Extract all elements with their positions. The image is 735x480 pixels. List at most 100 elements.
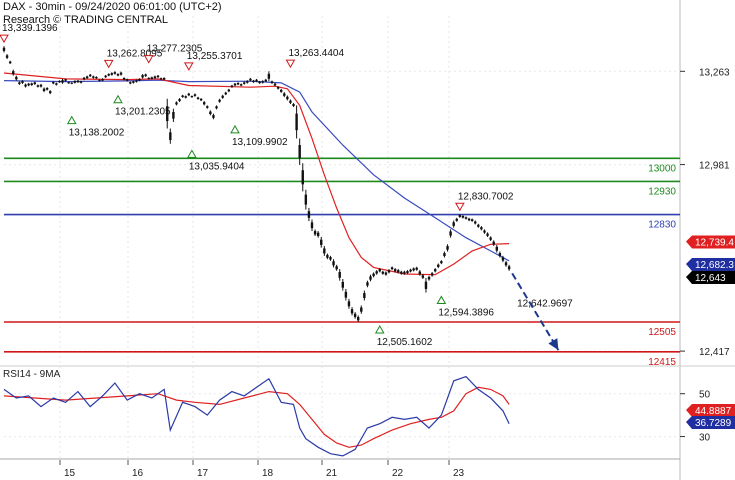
candle-body — [113, 72, 117, 74]
candle-body — [483, 230, 486, 233]
candle-body — [304, 194, 308, 205]
candle-body — [498, 253, 502, 257]
price-badge — [686, 258, 735, 271]
candle-body — [455, 218, 458, 221]
candle-body — [181, 95, 184, 98]
candle-body — [122, 78, 126, 80]
y-tick-label: 13,263 — [699, 67, 730, 78]
forecast-arrow-line — [511, 272, 560, 351]
x-tick-label: 23 — [453, 468, 465, 479]
swing-low-label: 13,035.9404 — [189, 161, 245, 172]
swing-high-marker — [0, 34, 9, 44]
candle-body — [492, 241, 495, 245]
candle-body — [341, 281, 344, 288]
candle-body — [184, 96, 187, 98]
candle-body — [360, 307, 363, 312]
swing-low-label: 13,201.2305 — [115, 107, 171, 118]
candle-body — [193, 94, 197, 96]
candle-body — [215, 106, 218, 109]
swing-low-label: 12,505.1602 — [377, 337, 433, 348]
candle-body — [437, 264, 440, 267]
candle-body — [415, 267, 418, 270]
moving-average-blue — [3, 79, 510, 262]
candle-body — [458, 215, 462, 217]
price-badge — [686, 271, 735, 284]
swing-low-label: 13,109.9902 — [232, 137, 288, 148]
candle-body — [76, 80, 80, 83]
candle-body — [261, 81, 264, 83]
chart-title: DAX - 30min - 09/24/2020 06:01:00 (UTC+2… — [3, 1, 222, 13]
candle-body — [335, 266, 338, 270]
candle-body — [397, 270, 400, 273]
candle-body — [347, 301, 351, 307]
price-badge — [686, 235, 735, 249]
candle-body — [246, 81, 249, 83]
candle-body — [15, 76, 18, 80]
candle-body — [116, 74, 120, 76]
candle-body — [270, 81, 274, 84]
candle-body — [153, 76, 157, 79]
indicator-y-tick-label: 50 — [699, 390, 711, 401]
candle-body — [187, 93, 190, 96]
research-credit: Research © TRADING CENTRAL — [3, 14, 168, 26]
x-tick-label: 22 — [392, 468, 404, 479]
price-badge-label: 12,682.3 — [695, 260, 734, 271]
candle-body — [461, 216, 465, 218]
last-price-label: 12,642.9697 — [517, 298, 573, 309]
candle-body — [107, 74, 110, 76]
candle-body — [412, 268, 415, 271]
swing-high-marker — [454, 202, 465, 212]
candle-body — [39, 84, 43, 87]
candle-body — [67, 82, 70, 84]
level-label: 13000 — [648, 163, 676, 174]
candle-body — [252, 80, 255, 83]
candle-body — [79, 81, 83, 83]
candle-body — [350, 309, 354, 314]
candle-body — [390, 267, 394, 270]
candle-body — [316, 232, 320, 237]
candle-body — [92, 76, 95, 78]
candle-body — [218, 99, 221, 102]
candle-body — [480, 227, 483, 230]
candle-body — [101, 78, 104, 81]
candle-body — [357, 317, 360, 321]
candle-body — [320, 239, 323, 245]
price-badge-label: 12,739.4 — [695, 237, 734, 248]
candle-body — [132, 81, 135, 83]
candle-body — [159, 78, 163, 80]
candle-body — [42, 88, 46, 91]
swing-high-marker — [183, 62, 194, 71]
x-tick-label: 15 — [64, 468, 76, 479]
candle-body — [175, 102, 178, 105]
x-tick-label: 16 — [132, 468, 144, 479]
forecast-arrow-head — [548, 338, 559, 351]
candle-body — [464, 217, 468, 219]
swing-high-label: 13,255.3701 — [187, 51, 243, 62]
candle-body — [474, 221, 477, 224]
candle-body — [162, 78, 166, 80]
candles — [2, 46, 511, 323]
candle-body — [280, 89, 283, 92]
y-tick-label: 12,417 — [699, 347, 730, 358]
candle-body — [203, 102, 206, 105]
candle-body — [190, 96, 194, 98]
candle-body — [126, 79, 129, 81]
candle-body — [366, 282, 369, 286]
candle-body — [409, 269, 412, 272]
candle-body — [55, 83, 58, 85]
indicator-title: RSI14 - 9MA — [3, 369, 61, 380]
candle-body — [329, 257, 332, 260]
candle-body — [421, 275, 425, 278]
candle-body — [95, 76, 98, 79]
candle-body — [477, 224, 480, 227]
candle-body — [384, 272, 388, 275]
swing-low-marker — [436, 295, 447, 304]
level-label: 12830 — [648, 220, 676, 231]
candle-body — [393, 269, 397, 272]
candle-body — [64, 79, 67, 81]
candle-body — [298, 145, 301, 159]
candle-body — [264, 79, 267, 82]
candle-body — [507, 266, 511, 270]
candle-body — [196, 97, 200, 100]
candle-body — [221, 95, 224, 98]
